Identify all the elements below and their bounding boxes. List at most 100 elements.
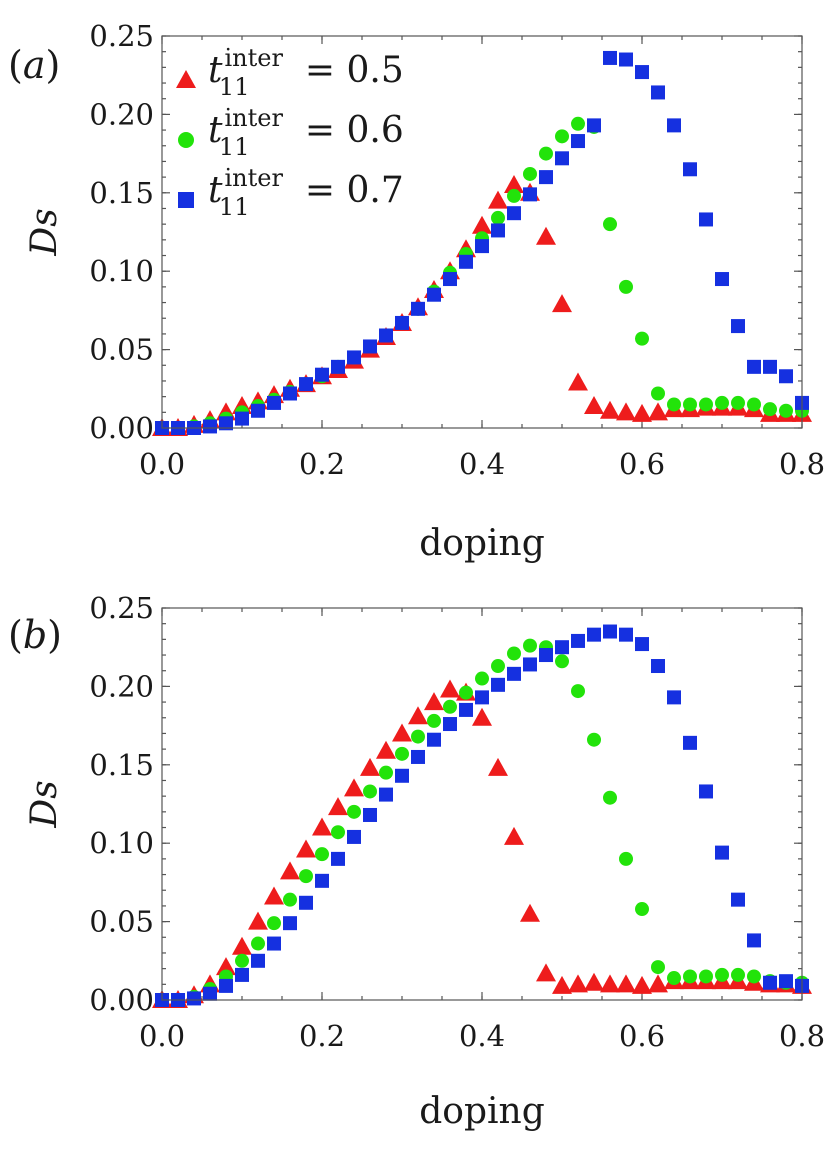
panel-a-point-circle xyxy=(667,397,681,412)
panel-b-point-circle xyxy=(587,732,601,747)
panel-a-point-square xyxy=(747,359,761,374)
panel-b-point-circle xyxy=(363,784,377,799)
panel-a-point-triangle xyxy=(536,226,556,245)
panel-a-point-square xyxy=(235,411,249,426)
panel-a-point-circle xyxy=(619,279,633,294)
legend-label-0: tinter 11 = 0.5 xyxy=(208,44,404,101)
panel-a-point-square xyxy=(251,403,265,418)
panel-b-point-circle xyxy=(331,825,345,840)
panel-b-point-square xyxy=(491,677,505,692)
panel-a-point-square xyxy=(283,386,297,401)
panel-b-point-triangle xyxy=(600,974,620,993)
panel-b-point-square xyxy=(699,784,713,799)
panel-a-point-square xyxy=(603,50,617,65)
panel-a-point-triangle xyxy=(616,402,636,421)
panel-b-point-square xyxy=(251,953,265,968)
panel-b-point-triangle xyxy=(216,957,236,976)
panel-b-point-square xyxy=(283,916,297,931)
panel-a-point-square xyxy=(555,151,569,166)
panel-b-point-circle xyxy=(715,967,729,982)
panel-a-point-triangle xyxy=(488,190,508,209)
panel-a-ytick-label: 0.25 xyxy=(89,19,154,53)
panel-a-point-triangle xyxy=(648,402,668,421)
panel-a-xlabel: doping xyxy=(419,523,545,564)
panel-b-point-square xyxy=(715,845,729,860)
panel-a-ytick-label: 0.20 xyxy=(89,97,154,131)
panel-b-point-square xyxy=(267,936,281,951)
panel-a-ytick-label: 0.15 xyxy=(89,176,154,210)
panel-b-point-triangle xyxy=(648,974,668,993)
panel-a-point-square xyxy=(203,419,217,434)
panel-b-point-triangle xyxy=(568,974,588,993)
panel-b-xtick-label: 0.0 xyxy=(139,1019,185,1053)
panel-b-ytick-label: 0.15 xyxy=(89,748,154,782)
panel-a-point-circle xyxy=(779,403,793,418)
panel-b-point-square xyxy=(443,717,457,732)
panel-a-point-square xyxy=(651,85,665,100)
panel-a-point-square xyxy=(443,272,457,287)
panel-b-point-circle xyxy=(747,969,761,984)
panel-a-point-square xyxy=(699,212,713,227)
panel-b-point-triangle xyxy=(312,817,332,836)
panel-b-xtick-label: 0.8 xyxy=(779,1019,825,1053)
panel-b-point-triangle xyxy=(552,975,572,994)
panel-b-point-circle xyxy=(315,847,329,862)
panel-a-point-circle xyxy=(571,116,585,131)
panel-b-series xyxy=(152,624,812,1008)
panel-b-point-triangle xyxy=(488,757,508,776)
panel-b-label: (b) xyxy=(8,613,62,657)
panel-b-point-triangle xyxy=(616,974,636,993)
panel-b-point-circle xyxy=(251,936,265,951)
panel-b-point-square xyxy=(187,991,201,1006)
panel-b-point-square xyxy=(763,975,777,990)
panel-b-point-circle xyxy=(635,902,649,917)
panel-b-point-circle xyxy=(507,646,521,661)
panel-b-point-circle xyxy=(267,916,281,931)
panel-b-frame xyxy=(161,607,803,1001)
panel-a-point-triangle xyxy=(552,294,572,313)
panel-a-point-square xyxy=(331,359,345,374)
panel-b-point-circle xyxy=(683,969,697,984)
panel-a-point-square xyxy=(219,416,233,431)
panel-a-point-square xyxy=(571,134,585,149)
panel-a-point-square xyxy=(475,239,489,254)
panel-a-point-square xyxy=(619,52,633,67)
panel-a-point-triangle xyxy=(584,396,604,415)
legend-entry-1: tinter 11 = 0.6 xyxy=(178,104,404,161)
panel-a-point-circle xyxy=(683,397,697,412)
panel-a-point-circle xyxy=(731,395,745,410)
panel-a-point-square xyxy=(763,359,777,374)
panel-b-xtick-label: 0.4 xyxy=(459,1019,505,1053)
panel-a-point-square xyxy=(363,339,377,354)
panel-a-point-circle xyxy=(523,166,537,181)
legend-marker-triangle xyxy=(176,70,196,88)
panel-a-ytick-label: 0.05 xyxy=(89,333,154,367)
panel-a-xtick-label: 0.2 xyxy=(299,447,345,481)
panel-b: (b) Ds doping 0.0 0.2 0.4 0.6 0.8 0.00 0.05 0.1… xyxy=(8,591,825,1132)
panel-b-point-square xyxy=(523,657,537,672)
panel-b-point-circle xyxy=(603,790,617,805)
panel-b-xtick-label: 0.2 xyxy=(299,1019,345,1053)
panel-b-point-circle xyxy=(459,685,473,700)
panel-b-point-square xyxy=(779,974,793,989)
panel-a-point-triangle xyxy=(472,215,492,234)
panel-b-point-triangle xyxy=(520,903,540,922)
panel-b-point-square xyxy=(619,627,633,642)
panel-b-point-triangle xyxy=(472,707,492,726)
panel-a-ytick-label: 0.10 xyxy=(89,254,154,288)
panel-b-point-square xyxy=(347,829,361,844)
panel-a-xtick-label: 0.0 xyxy=(139,447,185,481)
panel-a-point-square xyxy=(667,118,681,133)
panel-a-series-square xyxy=(155,50,809,435)
panel-b-point-circle xyxy=(475,671,489,686)
panel-b-point-triangle xyxy=(232,936,252,955)
panel-a-axes: 0.0 0.2 0.4 0.6 0.8 0.00 0.05 0.10 0.15 0.20 0.25 xyxy=(89,19,825,481)
panel-a-frame xyxy=(161,35,803,429)
panel-a-point-circle xyxy=(651,386,665,401)
panel-a-point-circle xyxy=(715,395,729,410)
panel-b-point-square xyxy=(539,648,553,663)
panel-b-point-square xyxy=(683,735,697,750)
panel-b-point-square xyxy=(635,637,649,652)
